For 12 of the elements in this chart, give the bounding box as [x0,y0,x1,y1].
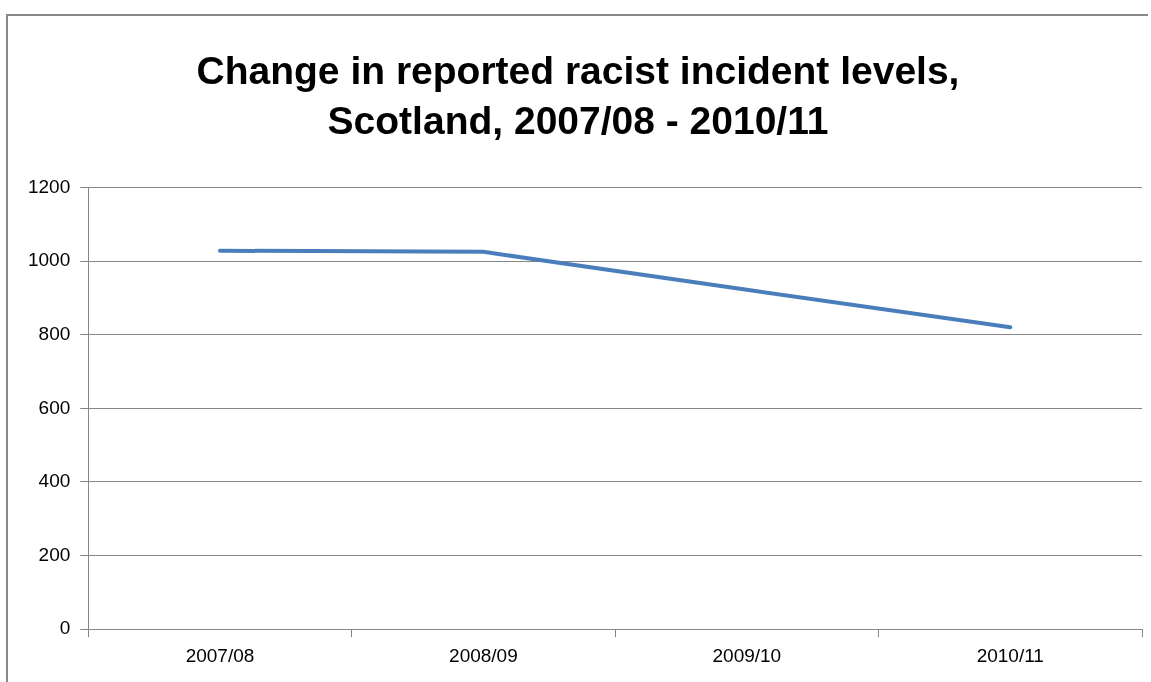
x-tick-label: 2008/09 [449,644,518,666]
y-tick-label: 200 [38,543,71,565]
x-tick-label: 2007/08 [185,644,255,666]
x-tick-label: 2009/10 [712,644,782,666]
y-tick-label: 0 [59,617,71,639]
y-tick-label: 1000 [27,249,71,271]
chart-title: Change in reported racist incident levels, Scotland, 2007/08 - 2010/11 [195,48,961,144]
y-tick-label: 800 [38,322,71,344]
y-tick-label: 1200 [27,175,71,197]
x-tick-label: 2010/11 [976,644,1044,666]
y-tick-label: 400 [38,470,71,492]
y-tick-label: 600 [38,396,71,418]
